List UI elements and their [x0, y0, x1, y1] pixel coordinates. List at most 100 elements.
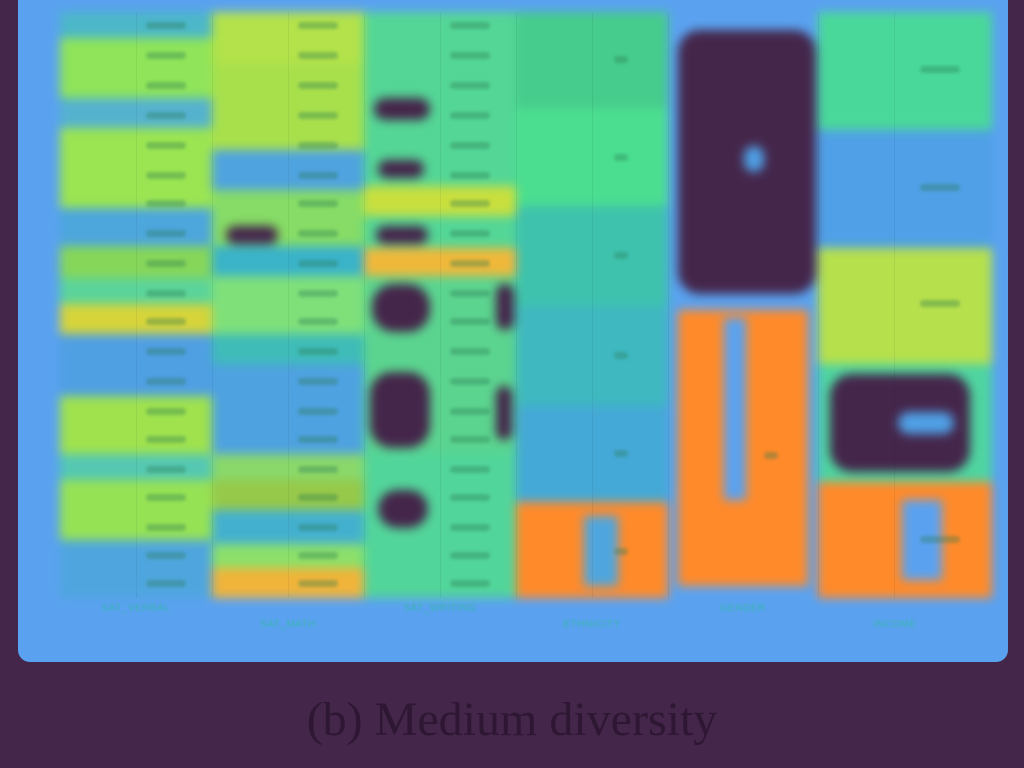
- blurred-cell-text: [450, 172, 490, 179]
- heat-cell: [212, 246, 364, 276]
- blurred-cell-text: [146, 82, 186, 89]
- attention-hole: [898, 412, 954, 434]
- heat-cell: [818, 248, 992, 364]
- blurred-cell-text: [920, 536, 960, 543]
- grid-line: [288, 12, 289, 598]
- attention-blob: [496, 284, 514, 330]
- blurred-cell-text: [614, 154, 628, 161]
- column-label-sat-verbal: SAT_VERBAL: [101, 603, 171, 614]
- attention-blob: [374, 98, 430, 120]
- heat-cell: [212, 454, 364, 480]
- blurred-cell-text: [298, 230, 338, 237]
- attention-blob: [226, 226, 278, 244]
- blurred-cell-text: [920, 66, 960, 73]
- grid-line: [894, 12, 895, 598]
- heat-cell: [818, 130, 992, 248]
- figure-caption: (b) Medium diversity: [306, 693, 718, 746]
- blurred-cell-text: [298, 290, 338, 297]
- grid-line: [440, 12, 441, 598]
- blurred-cell-text: [146, 436, 186, 443]
- blurred-cell-text: [146, 466, 186, 473]
- heat-cell: [60, 540, 212, 598]
- blurred-cell-text: [146, 318, 186, 325]
- column-label-sat-writing: SAT_WRITING: [403, 603, 477, 614]
- blurred-cell-text: [450, 142, 490, 149]
- heat-cell: [60, 98, 212, 128]
- heat-cell: [516, 108, 668, 206]
- blurred-cell-text: [146, 348, 186, 355]
- blurred-cell-text: [450, 112, 490, 119]
- heat-cell: [818, 12, 992, 130]
- column-label-income: INCOME: [873, 619, 917, 630]
- blurred-cell-text: [298, 52, 338, 59]
- heat-cell: [60, 128, 212, 208]
- grid-line: [668, 12, 669, 598]
- blurred-cell-text: [146, 408, 186, 415]
- blurred-cell-text: [298, 142, 338, 149]
- blurred-cell-text: [450, 580, 490, 587]
- heat-cell: [902, 500, 942, 580]
- heatmap-panel: SAT_VERBAL SAT_MATH SAT_WRITING ETHNICIT…: [18, 0, 1008, 662]
- heat-cell: [212, 334, 364, 364]
- blurred-cell-text: [920, 184, 960, 191]
- heat-cell: [212, 150, 364, 190]
- heat-cell: [516, 12, 668, 108]
- blurred-cell-text: [298, 580, 338, 587]
- blurred-cell-text: [298, 524, 338, 531]
- blurred-cell-text: [450, 318, 490, 325]
- blurred-cell-text: [146, 580, 186, 587]
- blurred-cell-text: [450, 552, 490, 559]
- heat-cell: [60, 480, 212, 540]
- blurred-cell-text: [450, 260, 490, 267]
- blurred-cell-text: [614, 450, 628, 457]
- grid-line: [136, 12, 137, 598]
- blurred-cell-text: [614, 352, 628, 359]
- heat-cell: [60, 246, 212, 278]
- grid-line: [212, 12, 213, 598]
- blurred-cell-text: [298, 494, 338, 501]
- blurred-cell-text: [450, 82, 490, 89]
- heat-cell: [212, 12, 364, 64]
- blurred-cell-text: [298, 408, 338, 415]
- blurred-cell-text: [298, 260, 338, 267]
- blurred-cell-text: [146, 200, 186, 207]
- heat-cell: [364, 248, 516, 276]
- heat-cell: [212, 510, 364, 544]
- blurred-cell-text: [298, 348, 338, 355]
- blurred-cell-text: [298, 466, 338, 473]
- blurred-cell-text: [450, 436, 490, 443]
- heat-cell: [364, 186, 516, 216]
- blurred-cell-text: [146, 494, 186, 501]
- blurred-cell-text: [450, 200, 490, 207]
- attention-blob: [376, 226, 428, 244]
- blurred-cell-text: [298, 172, 338, 179]
- heat-cell: [60, 454, 212, 480]
- heat-cell: [60, 38, 212, 98]
- heat-cell: [212, 276, 364, 334]
- heat-cell: [60, 12, 212, 38]
- blurred-cell-text: [614, 548, 628, 555]
- blurred-cell-text: [450, 290, 490, 297]
- blurred-cell-text: [450, 466, 490, 473]
- blurred-cell-text: [146, 112, 186, 119]
- column-label-ethnicity: ETHNICITY: [563, 619, 621, 630]
- blurred-cell-text: [450, 524, 490, 531]
- heat-cell: [212, 64, 364, 150]
- heat-cell: [212, 480, 364, 510]
- blurred-cell-text: [146, 52, 186, 59]
- blurred-cell-text: [450, 22, 490, 29]
- blurred-cell-text: [146, 378, 186, 385]
- heat-cell: [60, 304, 212, 334]
- blurred-cell-text: [146, 22, 186, 29]
- blurred-cell-text: [450, 348, 490, 355]
- blurred-cell-text: [146, 142, 186, 149]
- grid-line: [592, 12, 593, 598]
- blurred-cell-text: [146, 230, 186, 237]
- heat-cell: [516, 406, 668, 502]
- blurred-cell-text: [146, 552, 186, 559]
- attention-hole: [744, 146, 764, 172]
- blurred-cell-text: [298, 82, 338, 89]
- blurred-cell-text: [298, 112, 338, 119]
- blurred-cell-text: [298, 200, 338, 207]
- grid-line: [516, 12, 517, 598]
